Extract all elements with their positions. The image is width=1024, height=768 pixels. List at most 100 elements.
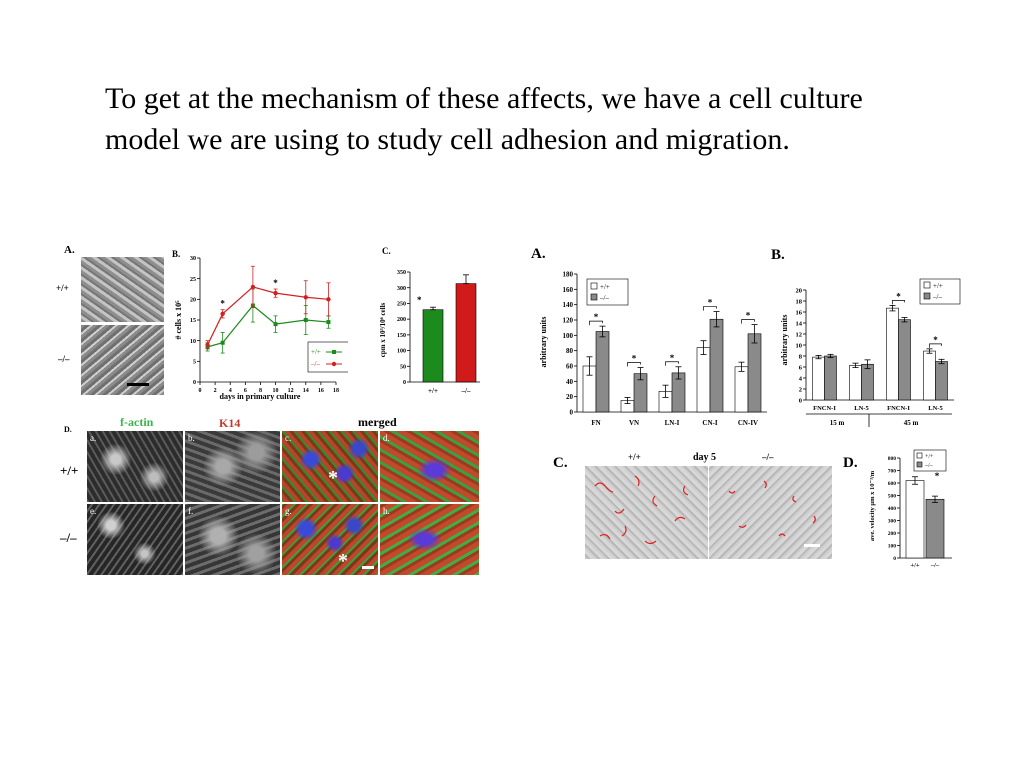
asterisk-marker: * — [328, 467, 338, 489]
right-panel-c-title: day 5 — [693, 452, 717, 463]
right-a-star: * — [746, 311, 751, 321]
left-b-point — [273, 290, 278, 296]
right-panel-a-chart: 0 20 40 60 80 100 120 140 160 180 * FN * VN * LN-I * CN-… — [539, 270, 767, 427]
right-b-category-label: LN-5 — [928, 405, 943, 412]
left-panel-b-legend-ko-marker — [331, 361, 337, 367]
right-b-bar — [886, 307, 899, 401]
left-panel-d-row-wt: +/+ — [60, 463, 79, 478]
micrograph-factin-ko: e. — [87, 504, 183, 575]
right-a-star: * — [632, 354, 637, 364]
sublabel-e: e. — [90, 506, 97, 516]
right-panel-d-legend-ko: –/– — [924, 463, 934, 469]
left-b-x-tick-label: 6 — [244, 388, 247, 394]
right-d-y-tick-label: 800 — [888, 456, 897, 462]
right-a-bar — [595, 331, 610, 413]
right-d-y-tick-label: 700 — [888, 468, 897, 474]
left-panel-a-micrograph-ko — [81, 325, 164, 395]
sublabel-d: d. — [383, 433, 390, 443]
right-d-y-tick-label: 400 — [888, 506, 897, 512]
right-a-y-tick-label: 180 — [563, 270, 574, 278]
left-panel-a-row-wt: +/+ — [56, 283, 69, 293]
right-b-y-tick-label: 4 — [799, 375, 803, 382]
sublabel-a: a. — [90, 433, 97, 443]
right-a-bar — [734, 366, 749, 413]
migration-tracks-wt — [594, 475, 689, 545]
micrograph-merged-zoom-wt: d. — [380, 431, 479, 502]
micrograph-k14-ko: f. — [185, 504, 280, 575]
right-d-y-tick-label: 0 — [893, 556, 896, 562]
right-panel-c-genotype-ko: –/– — [762, 452, 774, 462]
scale-bar — [804, 544, 820, 547]
right-panel-d-label: D. — [843, 455, 858, 471]
right-panel-d-ylabel: ave. velocity μm x 10⁻³/m — [869, 470, 876, 541]
left-c-y-tick-label: 0 — [403, 380, 406, 386]
left-panel-a-label: A. — [64, 244, 75, 256]
left-c-bar — [455, 283, 477, 383]
right-panel-b-chart: 0 2 4 6 8 10 12 14 16 18 20 FNCN-I LN-5 * FNCN-I * LN-5… — [780, 278, 961, 427]
right-panel-b-legend-ko: –/– — [932, 293, 942, 301]
left-c-y-tick-label: 300 — [397, 286, 406, 292]
left-b-y-tick-label: 0 — [193, 380, 196, 386]
left-b-y-tick-label: 10 — [190, 339, 196, 345]
right-a-y-tick-label: 60 — [566, 362, 574, 370]
right-d-bar — [905, 480, 925, 559]
left-b-y-tick-label: 20 — [190, 297, 196, 303]
right-a-bar — [709, 318, 724, 413]
left-b-y-tick-label: 25 — [190, 277, 196, 283]
right-b-sig-bracket — [892, 300, 905, 305]
left-b-series-line-0 — [207, 304, 329, 348]
left-panel-b-legend-box — [307, 341, 348, 373]
left-b-star: * — [273, 278, 278, 288]
right-a-bar — [747, 333, 762, 413]
right-a-star: * — [708, 298, 713, 308]
right-b-bar — [824, 355, 837, 401]
left-c-y-tick-label: 350 — [397, 270, 406, 276]
right-a-bar — [696, 347, 711, 413]
right-d-y-tick-label: 600 — [888, 481, 897, 487]
left-panel-b-ylabel: # cells x 10⁵ — [174, 300, 183, 340]
left-b-point — [220, 311, 225, 316]
right-b-bar — [849, 365, 862, 401]
micrograph-merged-ko: g. * — [282, 504, 378, 575]
left-b-x-tick-label: 0 — [199, 388, 202, 394]
right-b-y-tick-label: 6 — [799, 364, 803, 371]
micrograph-factin-wt: a. — [87, 431, 183, 502]
left-panel-d-header-k14: K14 — [219, 416, 241, 430]
asterisk-marker: * — [338, 550, 348, 572]
left-b-x-tick-label: 10 — [273, 388, 279, 394]
left-c-category-label: –/– — [461, 387, 471, 395]
right-b-sig-bracket — [929, 343, 942, 348]
right-panel-d-legend-ko-swatch — [916, 461, 923, 468]
sublabel-c: c. — [285, 433, 292, 443]
left-b-point — [220, 340, 225, 345]
right-b-y-tick-label: 8 — [799, 353, 803, 360]
right-b-bar — [861, 363, 874, 401]
right-a-y-tick-label: 0 — [570, 408, 574, 416]
left-b-x-tick-label: 8 — [259, 388, 262, 394]
left-c-y-tick-label: 250 — [397, 302, 406, 308]
left-c-y-tick-label: 150 — [397, 333, 406, 339]
left-panel-c-chart: 0 50 100 150 200 250 300 350 +/+ –/– cpm x 10³/1… — [379, 270, 480, 395]
right-panel-a-legend-ko: –/– — [599, 294, 609, 302]
right-b-y-tick-label: 14 — [796, 320, 803, 327]
right-panel-a-ylabel: arbitrary units — [539, 317, 548, 368]
left-b-x-tick-label: 18 — [333, 388, 339, 394]
right-d-star: * — [935, 471, 940, 481]
right-b-category-label: LN-5 — [854, 405, 869, 412]
right-b-star: * — [896, 291, 901, 301]
left-c-y-tick-label: 100 — [397, 349, 406, 355]
right-a-y-tick-label: 40 — [566, 378, 574, 386]
right-a-y-tick-label: 160 — [563, 286, 574, 294]
right-a-sig-bracket — [703, 306, 717, 311]
left-c-bar — [422, 309, 444, 383]
right-a-sig-bracket — [665, 361, 679, 366]
left-c-category-label: +/+ — [428, 387, 438, 395]
right-d-category-label: +/+ — [910, 562, 920, 569]
migration-micrograph-wt — [585, 466, 708, 559]
right-b-star: * — [933, 335, 938, 345]
left-panel-b-chart: 0 5 10 15 20 25 30 0 2 4 6 8 10 12 14 16 18 * * days in p… — [174, 256, 348, 401]
right-a-star: * — [670, 353, 675, 363]
right-a-y-tick-label: 120 — [563, 316, 574, 324]
micrograph-merged-wt: c. * — [282, 431, 378, 502]
